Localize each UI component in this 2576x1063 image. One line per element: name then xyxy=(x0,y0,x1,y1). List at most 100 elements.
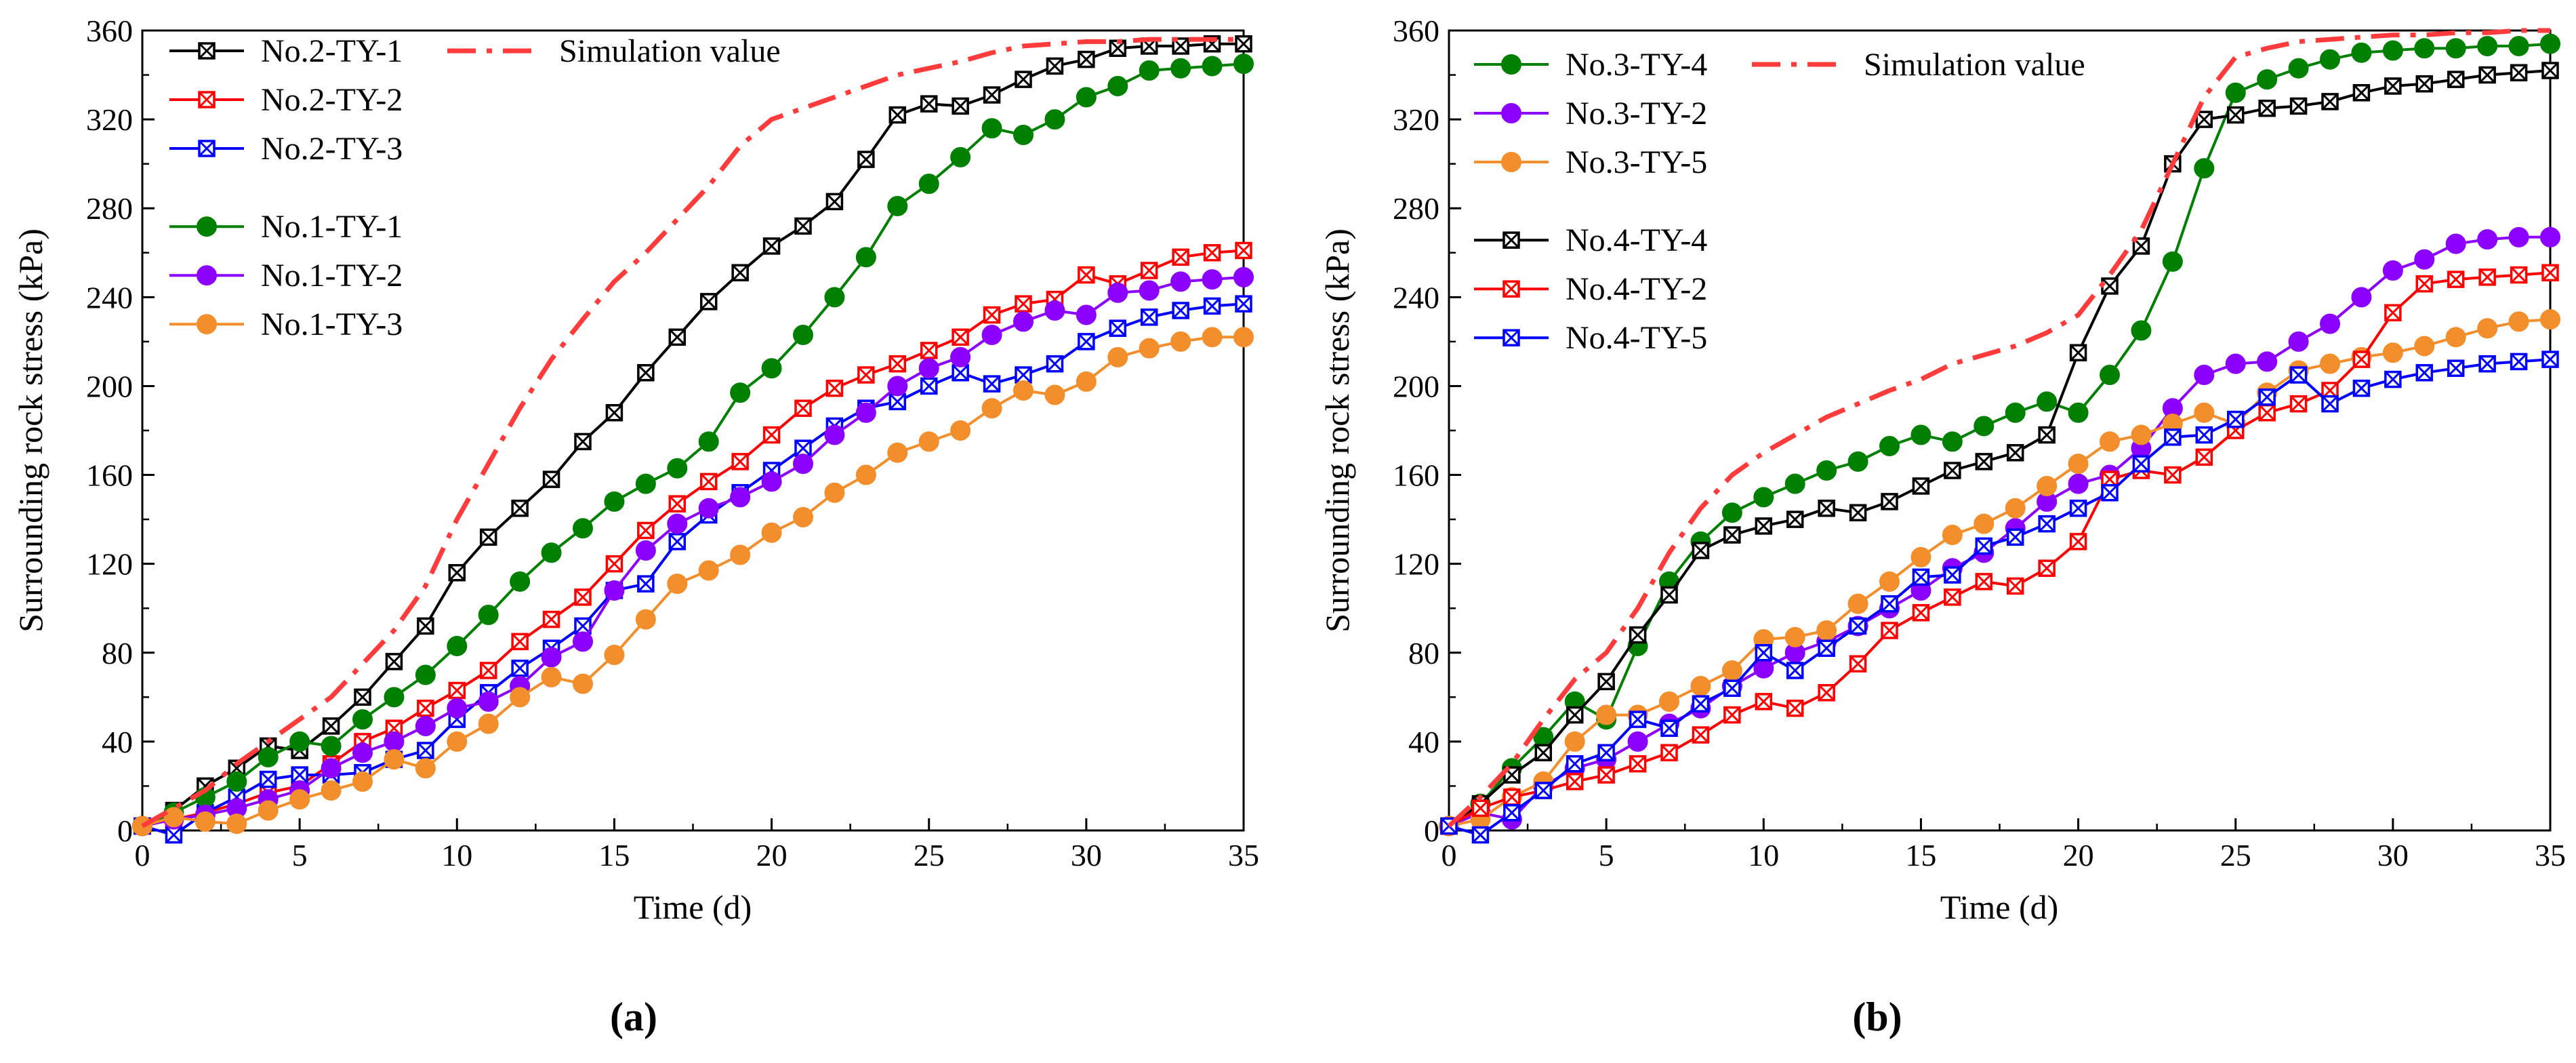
point-no-2-ty-2-11 xyxy=(479,662,497,679)
point-no-3-ty-5-32 xyxy=(2445,327,2466,348)
y-tick-label-280: 280 xyxy=(86,191,133,226)
point-no-1-ty-1-14 xyxy=(573,518,593,539)
point-no-1-ty-3-3 xyxy=(226,814,247,835)
point-no-1-ty-2-31 xyxy=(1107,282,1128,303)
point-no-1-ty-1-22 xyxy=(824,287,845,308)
point-no-2-ty-1-9 xyxy=(417,617,434,635)
point-no-4-ty-5-32 xyxy=(2447,359,2465,377)
point-no-3-ty-2-26 xyxy=(2257,351,2278,372)
point-no-4-ty-4-4 xyxy=(1566,706,1584,724)
point-no-2-ty-1-22 xyxy=(825,193,844,211)
point-no-1-ty-1-13 xyxy=(541,542,562,563)
point-no-4-ty-4-29 xyxy=(2352,84,2371,102)
point-no-1-ty-3-1 xyxy=(163,807,184,828)
x-tick-label-35: 35 xyxy=(1228,838,1259,873)
point-no-4-ty-5-17 xyxy=(1975,537,1993,555)
panel-label-a: (a) xyxy=(610,995,657,1039)
point-no-4-ty-5-0 xyxy=(1440,817,1458,835)
point-no-3-ty-2-30 xyxy=(2382,260,2403,281)
point-no-1-ty-3-20 xyxy=(761,522,782,543)
point-no-2-ty-2-16 xyxy=(637,521,655,540)
point-no-3-ty-5-8 xyxy=(1690,675,1711,696)
point-no-2-ty-3-29 xyxy=(1046,355,1064,373)
x-tick-label-15: 15 xyxy=(598,838,630,873)
point-no-2-ty-3-16 xyxy=(637,575,655,593)
legend-label-no-4-ty-2: No.4-TY-2 xyxy=(1566,271,1707,307)
point-no-3-ty-4-31 xyxy=(2414,38,2435,59)
point-no-3-ty-4-25 xyxy=(2225,82,2246,103)
legend-label-no-3-ty-2: No.3-TY-2 xyxy=(1566,96,1707,132)
point-no-1-ty-1-5 xyxy=(289,731,310,752)
point-no-3-ty-2-29 xyxy=(2351,287,2372,308)
point-no-4-ty-5-29 xyxy=(2352,379,2371,397)
point-no-4-ty-2-6 xyxy=(1629,755,1647,773)
point-no-3-ty-4-20 xyxy=(2068,402,2089,423)
point-no-3-ty-5-13 xyxy=(1847,593,1868,614)
point-no-3-ty-4-22 xyxy=(2131,320,2152,341)
point-no-4-ty-2-10 xyxy=(1755,693,1773,710)
point-no-3-ty-4-28 xyxy=(2320,49,2340,70)
x-tick-label-0: 0 xyxy=(1442,838,1457,873)
point-no-2-ty-2-19 xyxy=(731,453,749,470)
point-no-2-ty-2-22 xyxy=(825,379,844,397)
y-tick-label-320: 320 xyxy=(1393,102,1439,137)
y-tick-label-40: 40 xyxy=(1408,725,1439,759)
point-no-1-ty-3-14 xyxy=(573,673,593,694)
point-no-1-ty-2-35 xyxy=(1233,266,1254,287)
point-no-4-ty-2-8 xyxy=(1692,726,1710,744)
point-no-2-ty-2-35 xyxy=(1235,241,1252,260)
point-no-4-ty-4-12 xyxy=(1818,499,1835,517)
point-no-1-ty-1-31 xyxy=(1107,75,1128,96)
y-tick-label-240: 240 xyxy=(1393,280,1439,315)
point-no-3-ty-4-12 xyxy=(1816,460,1837,481)
point-no-4-ty-5-3 xyxy=(1534,782,1553,799)
legend-entry-no-4-ty-4: No.4-TY-4 xyxy=(1474,222,1707,258)
point-no-2-ty-3-14 xyxy=(574,617,592,635)
legend-a: No.2-TY-1 No.2-TY-2 No.2-TY-3 No.1-TY-1 No.1… xyxy=(169,33,781,342)
y-tick-label-360: 360 xyxy=(1393,14,1439,48)
point-no-1-ty-3-22 xyxy=(824,482,845,503)
point-no-4-ty-2-33 xyxy=(2478,268,2496,286)
legend-marker-no-3-ty-2 xyxy=(1501,103,1521,123)
legend-entry-no-2-ty-2: No.2-TY-2 xyxy=(169,82,403,118)
legend-entry-no-3-ty-4: No.3-TY-4 xyxy=(1474,47,1707,83)
legend-label-no-1-ty-3: No.1-TY-3 xyxy=(261,306,403,342)
point-no-1-ty-3-35 xyxy=(1233,327,1254,348)
point-no-1-ty-3-18 xyxy=(698,560,719,581)
point-no-1-ty-2-14 xyxy=(573,631,593,652)
point-no-4-ty-2-34 xyxy=(2510,266,2528,284)
series-simulation-value xyxy=(1447,28,2550,828)
point-no-1-ty-1-12 xyxy=(510,571,531,592)
x-tick-label-30: 30 xyxy=(2377,838,2409,873)
point-no-3-ty-4-29 xyxy=(2351,42,2372,63)
point-no-2-ty-3-4 xyxy=(259,770,277,788)
panel-a: 0 5 10 15 20 25 30 35 0 40 80 120 160 200 240 280 320 360… xyxy=(12,14,1259,1039)
point-no-4-ty-2-31 xyxy=(2415,275,2434,293)
point-no-2-ty-2-27 xyxy=(983,306,1001,324)
point-no-3-ty-2-33 xyxy=(2477,229,2498,250)
point-no-3-ty-4-13 xyxy=(1847,451,1868,472)
line-simulation-value xyxy=(141,37,1244,828)
point-no-3-ty-4-34 xyxy=(2508,35,2529,56)
point-no-1-ty-2-7 xyxy=(352,742,373,763)
point-no-2-ty-1-14 xyxy=(574,433,592,451)
point-no-2-ty-2-34 xyxy=(1203,244,1221,262)
point-no-1-ty-2-26 xyxy=(950,346,971,367)
point-no-3-ty-2-25 xyxy=(2225,353,2246,374)
point-no-3-ty-5-21 xyxy=(2100,431,2120,452)
point-no-4-ty-2-1 xyxy=(1471,799,1490,817)
x-tick-label-0: 0 xyxy=(135,838,150,873)
point-no-4-ty-4-10 xyxy=(1755,517,1773,535)
y-tick-label-160: 160 xyxy=(86,458,133,493)
line-no-1-ty-1 xyxy=(142,62,1244,828)
x-tick-label-5: 5 xyxy=(292,838,308,873)
y-tick-label-240: 240 xyxy=(86,280,133,315)
point-no-2-ty-1-31 xyxy=(1109,39,1127,57)
point-no-3-ty-4-33 xyxy=(2477,35,2498,56)
point-no-2-ty-1-16 xyxy=(637,364,655,382)
x-tick-label-20: 20 xyxy=(756,838,788,873)
point-no-2-ty-1-28 xyxy=(1015,71,1032,88)
y-tick-label-320: 320 xyxy=(86,102,133,137)
legend-entry-no-1-ty-1: No.1-TY-1 xyxy=(169,209,403,245)
y-tick-label-120: 120 xyxy=(86,547,133,582)
